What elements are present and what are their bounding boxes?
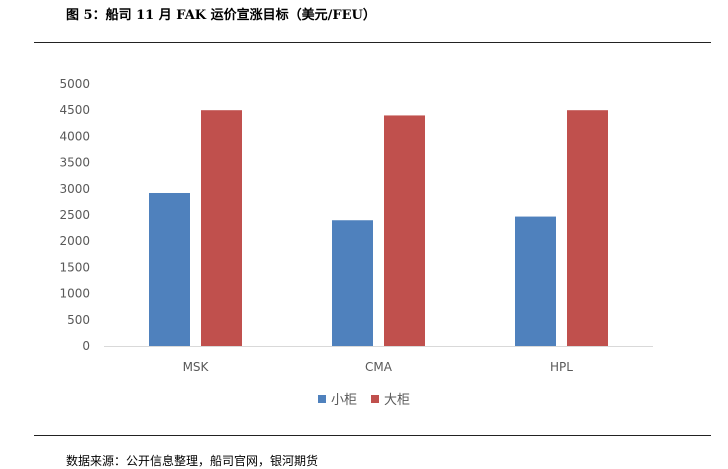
legend-item-large: 大柜 [371,389,410,408]
x-tick-label: HPL [550,360,573,374]
bar-large-hpl [567,110,608,346]
x-tick-label: MSK [183,360,210,374]
top-rule [34,42,711,43]
legend-item-small: 小柜 [317,389,357,408]
y-tick-label: 1500 [59,260,90,274]
y-tick-label: 5000 [59,77,90,91]
legend-label-small: 小柜 [330,393,357,408]
y-tick-label: 4500 [59,103,90,117]
y-tick-label: 2500 [59,208,90,222]
legend-swatch-small [317,394,326,403]
y-tick-label: 2000 [59,234,90,248]
y-tick-label: 0 [82,339,90,353]
bar-large-msk [201,110,242,346]
bar-small-hpl [515,216,556,346]
legend-swatch-large [371,394,379,403]
legend: 小柜 大柜 [0,389,728,408]
source-note: 数据来源：公开信息整理，船司官网，银河期货 [66,454,319,468]
bar-small-cma [332,220,373,346]
y-tick-label: 4000 [59,129,90,143]
y-tick-label: 1000 [59,287,90,301]
y-tick-label: 500 [67,313,90,327]
figure-title: 图 5：船司 11 月 FAK 运价宣涨目标（美元/FEU） [66,8,376,23]
y-tick-label: 3000 [59,182,90,196]
bar-large-cma [384,115,425,346]
y-tick-label: 3500 [59,156,90,170]
legend-label-large: 大柜 [384,393,411,408]
bottom-rule [34,435,711,436]
x-tick-label: CMA [365,360,393,374]
bar-small-msk [149,192,190,346]
